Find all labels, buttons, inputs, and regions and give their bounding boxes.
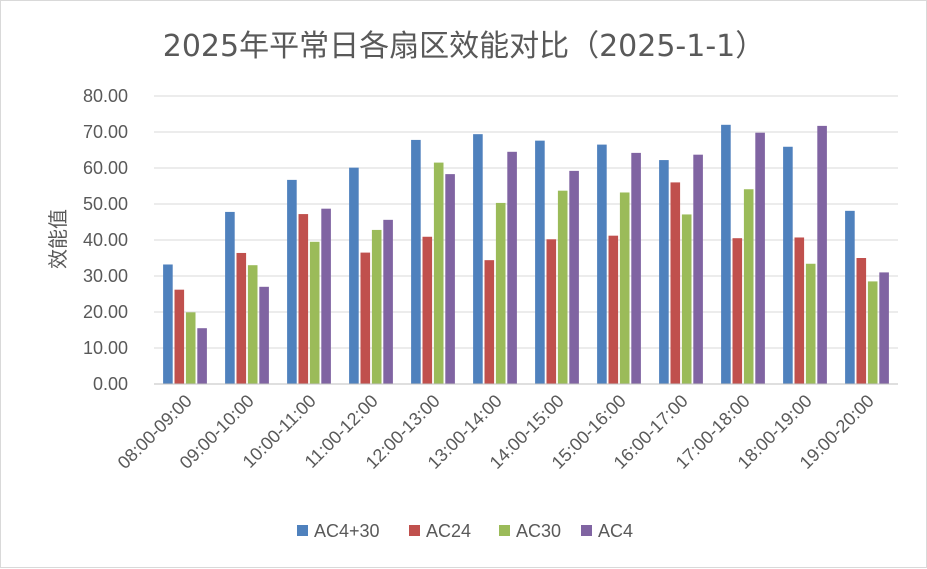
bar [743, 189, 754, 384]
legend-label: AC24 [426, 521, 471, 541]
bar [845, 210, 855, 384]
bar [473, 134, 483, 384]
bars [163, 124, 889, 385]
bar [608, 235, 619, 384]
bar [867, 281, 878, 384]
bar [411, 139, 421, 384]
bar [721, 124, 731, 385]
bar [732, 238, 743, 384]
bar [783, 146, 793, 384]
legend-swatch [409, 525, 420, 536]
bar [371, 229, 382, 384]
bar [247, 265, 258, 384]
bar [422, 236, 433, 384]
y-axis-label: 效能值 [46, 209, 70, 269]
bar [163, 264, 173, 384]
bar [856, 258, 867, 384]
bar [879, 272, 889, 384]
bar [569, 170, 579, 384]
bar [805, 263, 816, 384]
bar [197, 328, 207, 384]
y-tick-label: 80.00 [83, 86, 128, 106]
bar [693, 154, 703, 384]
gridlines [154, 95, 898, 349]
bar [631, 152, 641, 384]
y-tick-label: 30.00 [83, 266, 128, 286]
bar [174, 289, 185, 384]
legend-swatch [297, 525, 308, 536]
legend-label: AC4+30 [314, 521, 380, 541]
legend: AC4+30 AC24 AC30 AC4 [297, 521, 633, 541]
bar [755, 132, 765, 384]
bar [259, 286, 269, 384]
legend-label: AC30 [516, 521, 561, 541]
bar [445, 174, 455, 384]
bar [817, 125, 827, 384]
bar [309, 241, 320, 384]
bar [298, 214, 309, 384]
bar [495, 202, 506, 384]
y-tick-label: 0.00 [93, 374, 128, 394]
bar [794, 237, 805, 384]
bar [670, 182, 681, 384]
y-tick-label: 10.00 [83, 338, 128, 358]
bar [185, 312, 196, 384]
bar [681, 214, 692, 384]
x-axis-ticks: 08:00-09:0009:00-10:0010:00-11:0011:00-1… [114, 391, 878, 473]
legend-swatch [581, 525, 592, 536]
chart-title: 2025年平常日各扇区效能对比（2025-1-1） [163, 29, 766, 64]
legend-swatch [499, 525, 510, 536]
bar [597, 144, 607, 384]
bar [360, 252, 371, 384]
bar [433, 162, 444, 384]
bar [484, 260, 495, 384]
bar [321, 208, 331, 384]
y-tick-label: 40.00 [83, 230, 128, 250]
y-tick-label: 50.00 [83, 194, 128, 214]
bar [557, 190, 568, 384]
y-tick-label: 60.00 [83, 158, 128, 178]
bar [236, 252, 247, 384]
legend-label: AC4 [598, 521, 633, 541]
bar [535, 140, 545, 384]
bar [619, 192, 630, 384]
bar [659, 160, 669, 384]
y-tick-label: 20.00 [83, 302, 128, 322]
bar [287, 179, 297, 384]
y-axis-ticks: 0.00 10.00 20.00 30.00 40.00 50.00 60.00 70.00 8… [83, 86, 128, 394]
bar [225, 211, 235, 384]
bar [507, 151, 517, 384]
bar [546, 239, 557, 384]
y-tick-label: 70.00 [83, 122, 128, 142]
bar [383, 219, 393, 384]
bar [349, 167, 359, 384]
